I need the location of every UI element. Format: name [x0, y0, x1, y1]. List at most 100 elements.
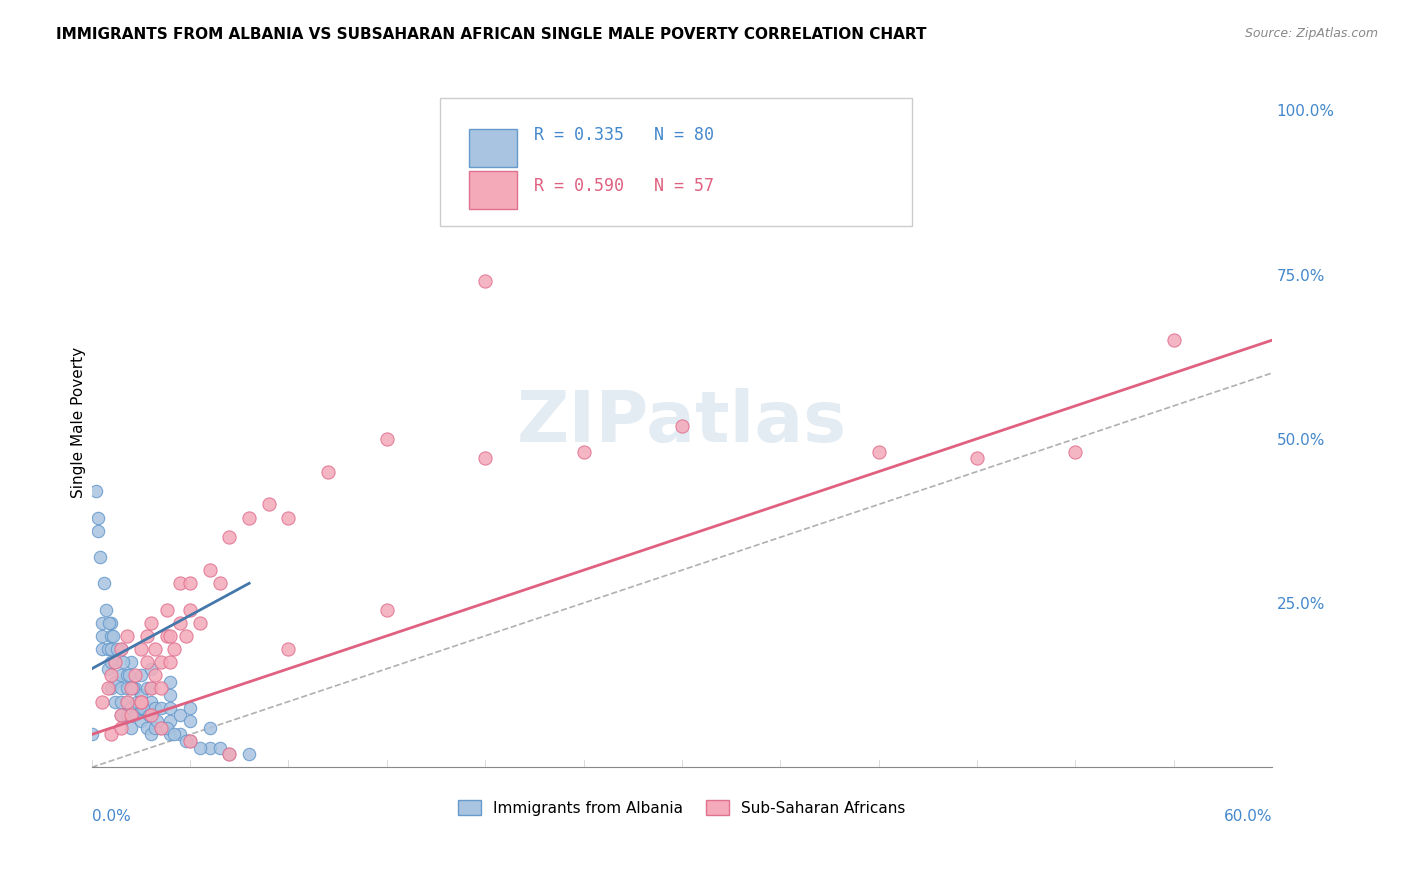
Point: [143, 701, 166, 715]
Point: [179, 576, 201, 591]
Point: [149, 655, 172, 669]
Point: [129, 688, 152, 702]
Point: [104, 655, 127, 669]
Point: [155, 721, 177, 735]
Point: [110, 721, 132, 735]
Point: [115, 695, 138, 709]
Point: [125, 695, 148, 709]
Point: [169, 707, 191, 722]
Point: [132, 701, 155, 715]
Point: [90, 642, 112, 657]
Point: [169, 576, 191, 591]
Point: [98, 615, 121, 630]
Point: [104, 695, 127, 709]
Point: [218, 530, 240, 544]
Point: [100, 642, 122, 657]
Point: [159, 727, 181, 741]
Point: [115, 681, 138, 696]
Point: [208, 740, 231, 755]
Point: [110, 695, 132, 709]
Text: Source: ZipAtlas.com: Source: ZipAtlas.com: [1244, 27, 1378, 40]
Text: R = 0.335   N = 80: R = 0.335 N = 80: [534, 126, 714, 144]
Point: [110, 707, 132, 722]
Point: [159, 674, 181, 689]
Y-axis label: Single Male Poverty: Single Male Poverty: [72, 347, 86, 498]
Point: [100, 727, 122, 741]
Point: [110, 668, 132, 682]
Point: [966, 451, 988, 466]
Point: [104, 655, 127, 669]
Point: [155, 629, 177, 643]
Point: [163, 642, 186, 657]
Point: [277, 510, 299, 524]
Point: [257, 498, 280, 512]
Point: [143, 721, 166, 735]
Point: [120, 707, 142, 722]
Point: [103, 629, 125, 643]
Point: [198, 563, 221, 577]
Point: [238, 747, 260, 761]
Point: [238, 510, 260, 524]
Point: [100, 681, 122, 696]
Point: [163, 727, 186, 741]
Point: [474, 451, 496, 466]
Point: [139, 727, 162, 741]
Point: [124, 668, 146, 682]
Point: [868, 445, 890, 459]
Point: [159, 714, 181, 729]
Point: [105, 642, 128, 657]
Point: [143, 668, 166, 682]
Point: [149, 701, 172, 715]
Point: [149, 721, 172, 735]
Point: [129, 695, 152, 709]
Point: [174, 629, 197, 643]
Point: [90, 629, 112, 643]
FancyBboxPatch shape: [440, 98, 912, 226]
Point: [218, 747, 240, 761]
Point: [120, 681, 142, 696]
Point: [135, 629, 157, 643]
Point: [100, 629, 122, 643]
Point: [122, 681, 145, 696]
Point: [139, 707, 162, 722]
Point: [110, 707, 132, 722]
Point: [139, 615, 162, 630]
Point: [1163, 333, 1185, 347]
Point: [572, 445, 595, 459]
Point: [124, 681, 146, 696]
Point: [277, 642, 299, 657]
Point: [316, 465, 339, 479]
Point: [159, 655, 181, 669]
Point: [100, 668, 122, 682]
Point: [155, 602, 177, 616]
Point: [120, 655, 142, 669]
Point: [129, 701, 152, 715]
Text: IMMIGRANTS FROM ALBANIA VS SUBSAHARAN AFRICAN SINGLE MALE POVERTY CORRELATION CH: IMMIGRANTS FROM ALBANIA VS SUBSAHARAN AF…: [56, 27, 927, 42]
Point: [90, 615, 112, 630]
Point: [115, 707, 138, 722]
Point: [139, 695, 162, 709]
Point: [86, 510, 108, 524]
Point: [120, 701, 142, 715]
Point: [100, 615, 122, 630]
Point: [104, 674, 127, 689]
Point: [169, 615, 191, 630]
Text: 60.0%: 60.0%: [1223, 809, 1272, 823]
Point: [149, 721, 172, 735]
Point: [179, 602, 201, 616]
Point: [159, 701, 181, 715]
Point: [159, 629, 181, 643]
Text: 0.0%: 0.0%: [91, 809, 131, 823]
Point: [143, 642, 166, 657]
Point: [375, 432, 398, 446]
Point: [115, 668, 138, 682]
Point: [115, 629, 138, 643]
Point: [135, 655, 157, 669]
Point: [139, 707, 162, 722]
Point: [188, 740, 211, 755]
Point: [139, 681, 162, 696]
Point: [474, 274, 496, 288]
Point: [179, 734, 201, 748]
Point: [110, 642, 132, 657]
Point: [129, 695, 152, 709]
